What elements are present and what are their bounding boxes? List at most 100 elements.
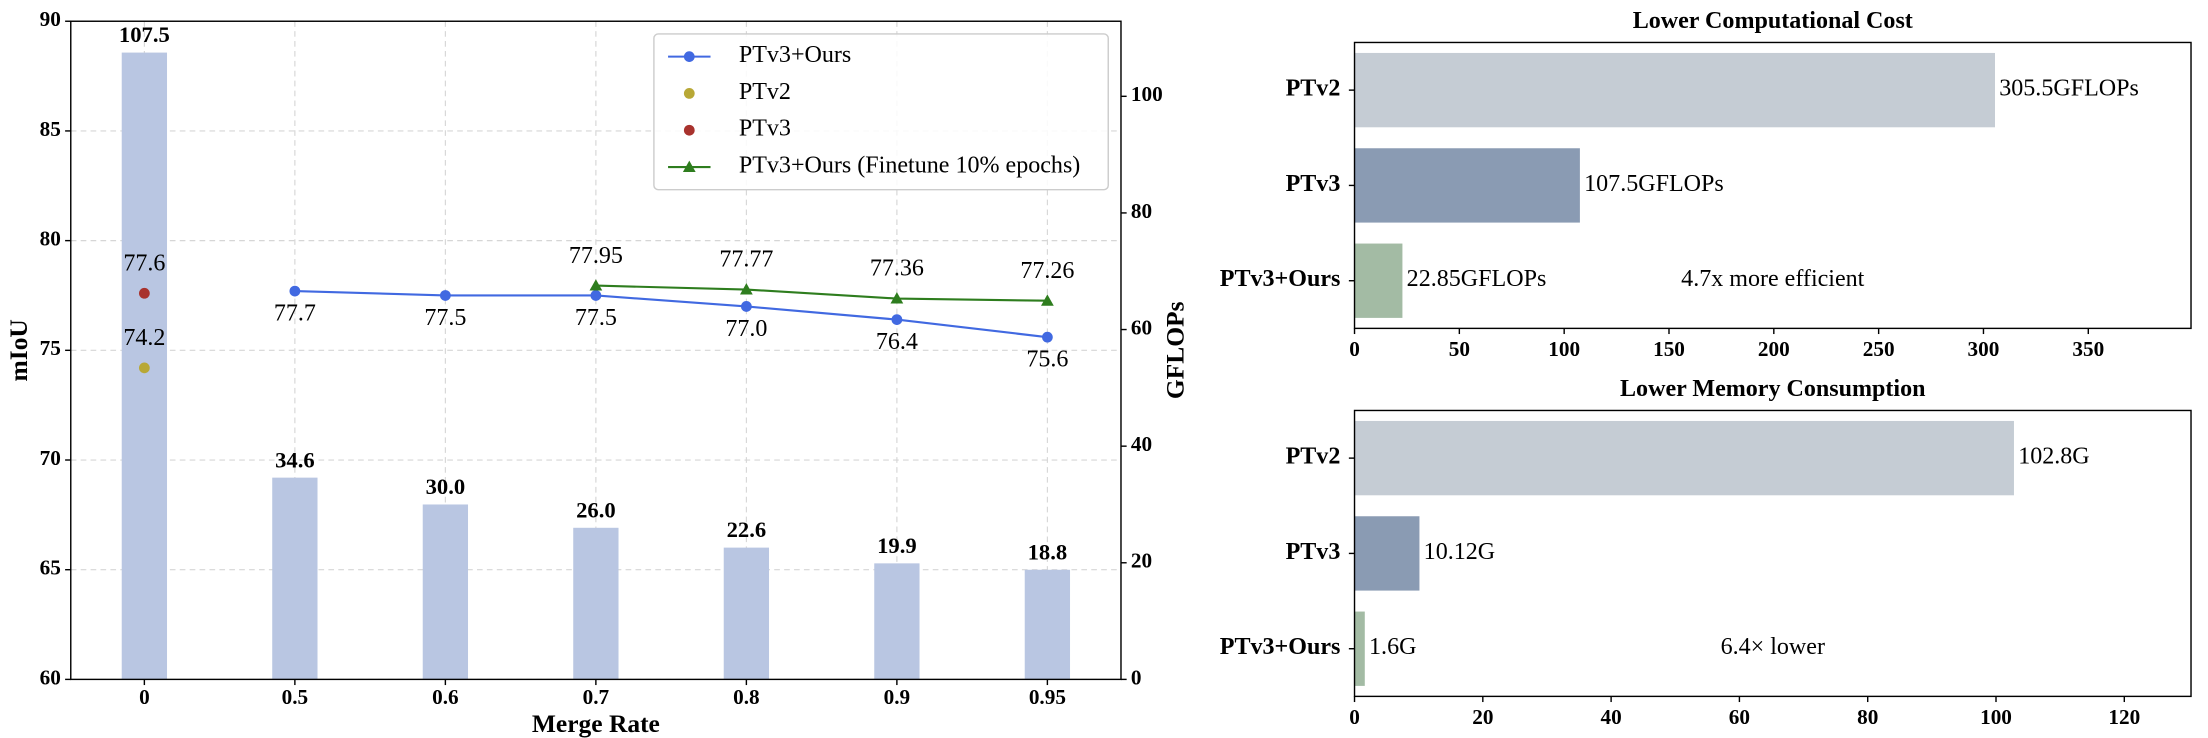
x-tick-label: 20	[1472, 705, 1493, 729]
y2-axis-label: GFLOPs	[1160, 301, 1189, 399]
y-tick-label: 60	[40, 665, 61, 689]
bar-value-label: 305.5GFLOPs	[1999, 76, 2139, 102]
bar-value-label: 107.5GFLOPs	[1584, 171, 1724, 197]
x-tick-label: 0.9	[884, 685, 911, 709]
x-tick-label: 0.8	[733, 685, 760, 709]
marker	[1042, 331, 1053, 343]
x-tick-label: 120	[2108, 705, 2140, 729]
bar	[573, 527, 619, 680]
y2-tick-label: 20	[1131, 549, 1152, 573]
marker	[683, 124, 695, 136]
y-tick-label: 85	[40, 117, 61, 141]
point-value-label: 76.4	[876, 329, 918, 355]
x-tick-label: 0.7	[583, 685, 610, 709]
marker	[589, 279, 603, 291]
bar	[272, 477, 318, 680]
y-tick-label: PTv3	[1286, 171, 1341, 197]
y-tick-label: 70	[40, 446, 61, 470]
bar-value-label: 30.0	[426, 474, 466, 499]
x-tick-label: 200	[1758, 337, 1790, 361]
series-line	[294, 290, 1048, 339]
bar-value-label: 19.9	[877, 533, 917, 558]
point-value-label: 77.95	[569, 243, 623, 269]
bar-value-label: 34.6	[275, 447, 315, 472]
marker	[439, 290, 451, 301]
bar-value-label: 102.8G	[2018, 444, 2089, 470]
y-tick-label: PTv3+Ours	[1220, 266, 1341, 292]
x-tick-label: 0.95	[1029, 685, 1066, 709]
marker	[1041, 294, 1054, 306]
plot-frame	[1353, 409, 2192, 698]
x-tick-label: 80	[1857, 705, 1878, 729]
y-tick-label: 80	[40, 226, 61, 250]
marker	[740, 283, 753, 295]
point-value-label: 77.77	[719, 247, 773, 273]
point-value-label: 77.5	[575, 305, 617, 331]
bar	[1354, 148, 1580, 223]
x-tick-label: 0	[139, 685, 150, 709]
x-tick-label: 250	[1863, 337, 1895, 361]
marker	[741, 301, 752, 312]
y-tick-label: 90	[40, 7, 61, 31]
bar-value-label: 22.6	[727, 517, 767, 542]
annotation: 4.7x more efficient	[1681, 266, 1865, 292]
y-tick-label: PTv3+Ours	[1220, 634, 1341, 660]
y2-tick-label: 60	[1131, 315, 1152, 339]
point-value-label: 75.6	[1026, 347, 1068, 373]
marker	[138, 362, 150, 374]
y2-tick-label: 40	[1131, 432, 1152, 456]
x-tick-label: 0	[1349, 705, 1360, 729]
y-tick-label: PTv2	[1286, 444, 1341, 470]
marker	[683, 88, 695, 99]
point-value-label: 77.26	[1020, 258, 1074, 284]
annotation: 6.4× lower	[1721, 634, 1825, 660]
y-tick-label: 65	[40, 556, 61, 580]
plot-frame	[1353, 41, 2192, 330]
y2-tick-label: 100	[1131, 82, 1163, 106]
bar	[422, 504, 469, 680]
legend-label: PTv3+Ours (Finetune 10% epochs)	[739, 153, 1080, 179]
point-value-label: 74.2	[123, 325, 165, 351]
y-tick-label: PTv3	[1286, 539, 1341, 565]
x-tick-label: 0.5	[282, 685, 309, 709]
chart-title: Lower Memory Consumption	[1620, 376, 1926, 402]
x-tick-label: 40	[1601, 705, 1622, 729]
marker	[683, 51, 695, 63]
x-tick-label: 60	[1729, 705, 1750, 729]
marker	[682, 160, 696, 172]
bar-value-label: 10.12G	[1424, 539, 1495, 565]
x-tick-label: 0	[1349, 337, 1360, 361]
chart-title: Lower Computational Cost	[1633, 8, 1913, 34]
bar-value-label: 22.85GFLOPs	[1407, 266, 1547, 292]
bar-value-label: 26.0	[576, 497, 616, 522]
bar-value-label: 107.5	[119, 22, 170, 47]
point-value-label: 77.5	[424, 305, 466, 331]
point-value-label: 77.0	[725, 316, 767, 342]
bar	[723, 547, 770, 680]
x-tick-label: 100	[1980, 705, 2012, 729]
y2-tick-label: 0	[1131, 665, 1142, 689]
x-tick-label: 50	[1449, 337, 1470, 361]
bar	[1354, 611, 1365, 686]
x-tick-label: 350	[2072, 337, 2104, 361]
marker	[138, 287, 150, 299]
legend-label: PTv3+Ours	[739, 42, 851, 68]
point-value-label: 77.36	[870, 256, 924, 282]
point-value-label: 77.6	[123, 250, 165, 276]
point-value-label: 77.7	[274, 301, 316, 327]
y-tick-label: PTv2	[1286, 76, 1341, 102]
marker	[289, 285, 301, 297]
bar	[1354, 516, 1420, 591]
legend-label: PTv3	[739, 116, 791, 142]
marker	[890, 292, 904, 304]
legend-box	[653, 33, 1109, 191]
marker	[590, 290, 602, 301]
x-axis-label: Merge Rate	[532, 709, 660, 738]
bar	[874, 563, 920, 680]
x-tick-label: 100	[1548, 337, 1580, 361]
y-tick-label: 75	[40, 336, 61, 360]
bar	[1354, 243, 1403, 318]
bar	[1024, 569, 1071, 680]
bar-value-label: 1.6G	[1369, 634, 1416, 660]
